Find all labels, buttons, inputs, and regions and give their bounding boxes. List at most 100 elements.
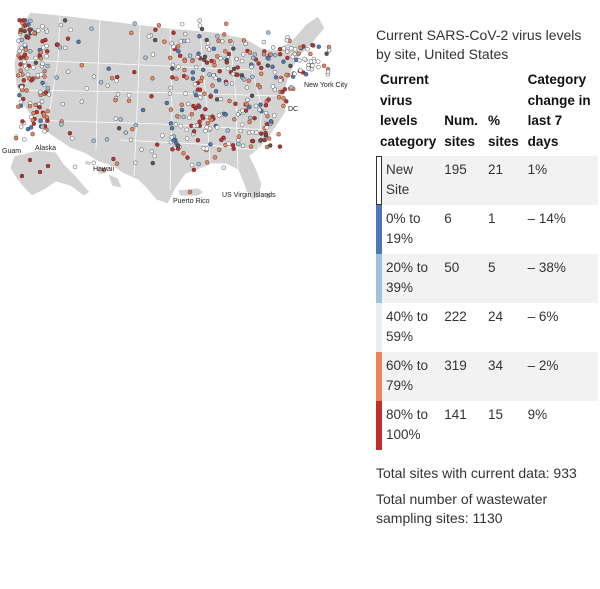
site-marker [19, 173, 25, 179]
site-marker [91, 160, 97, 166]
site-marker [207, 72, 212, 77]
site-marker [249, 64, 254, 70]
site-marker [276, 132, 281, 137]
site-marker [33, 102, 38, 108]
site-marker [30, 131, 35, 137]
site-marker [115, 92, 121, 97]
site-marker [167, 55, 173, 61]
site-marker [239, 122, 245, 127]
site-marker [327, 48, 332, 53]
site-marker [23, 23, 28, 28]
site-marker [170, 75, 175, 80]
site-marker [169, 41, 174, 46]
site-marker [139, 147, 144, 152]
site-marker [41, 111, 47, 117]
alaska-shape [9, 149, 91, 197]
site-marker [175, 113, 180, 119]
site-marker [65, 36, 71, 41]
site-marker [17, 92, 22, 98]
site-marker [229, 81, 235, 86]
hawaii-shape [83, 159, 123, 189]
site-marker [132, 21, 137, 26]
site-marker [98, 80, 104, 85]
legend-num-sites: 195 [440, 156, 484, 205]
site-marker [191, 167, 197, 173]
site-marker [280, 89, 285, 95]
site-marker [215, 34, 220, 39]
site-marker [277, 144, 283, 149]
site-marker [233, 101, 238, 107]
site-marker [259, 71, 264, 77]
header-pct-sites: % sites [487, 113, 519, 149]
legend-change: – 2% [523, 352, 598, 401]
header-category-change: Category change in last 7 days [527, 72, 591, 149]
site-marker [19, 45, 24, 51]
site-marker [235, 138, 241, 143]
site-marker [169, 126, 175, 131]
site-marker [58, 22, 64, 28]
site-marker [24, 88, 29, 93]
legend-category: 0% to 19% [376, 205, 440, 254]
site-marker [271, 45, 276, 50]
site-marker [31, 110, 36, 116]
site-marker [30, 117, 35, 123]
site-marker [311, 43, 316, 48]
site-marker [258, 102, 263, 107]
site-marker [67, 130, 73, 136]
site-marker [265, 63, 270, 68]
site-marker [179, 102, 185, 108]
legend-color-swatch [376, 205, 382, 254]
site-marker [179, 107, 185, 113]
site-marker [38, 118, 43, 123]
legend-category-label: 0% to 19% [386, 211, 421, 246]
site-marker [247, 115, 253, 121]
site-marker [150, 76, 155, 81]
legend-row: 40% to 59% 222 24 – 6% [376, 303, 598, 352]
site-marker [230, 143, 236, 148]
site-marker [168, 85, 173, 91]
site-marker [175, 44, 181, 49]
site-marker [28, 125, 34, 130]
site-marker [18, 99, 24, 105]
site-marker [241, 77, 247, 82]
site-marker [60, 101, 65, 107]
legend-panel: Current SARS-CoV-2 virus levels by site,… [376, 26, 598, 535]
site-marker [45, 118, 50, 123]
state-borders [15, 15, 281, 191]
site-marker [36, 28, 41, 33]
site-marker [250, 74, 255, 80]
site-marker [128, 137, 134, 143]
total-sampling-sites: Total number of wastewater sampling site… [376, 491, 548, 526]
site-marker [236, 141, 241, 147]
site-marker [190, 70, 196, 75]
legend-pct-sites: 5 [483, 254, 524, 303]
site-marker [204, 60, 210, 65]
site-marker [236, 134, 242, 139]
site-marker [216, 77, 222, 83]
legend-color-swatch [376, 303, 382, 352]
site-marker [267, 136, 272, 141]
map-label-guam: Guam [2, 148, 21, 155]
site-marker [219, 137, 224, 143]
site-marker [25, 72, 31, 77]
site-marker [308, 59, 314, 64]
site-marker [28, 18, 33, 24]
site-marker [252, 115, 257, 121]
site-marker [209, 117, 214, 123]
site-marker [292, 47, 298, 52]
site-marker [266, 97, 271, 102]
site-marker [198, 95, 203, 100]
legend-num-sites: 319 [440, 352, 484, 401]
us-map[interactable]: Guam Alaska Hawaii Puerto Rico US Virgin… [0, 0, 350, 230]
site-marker [171, 30, 176, 35]
site-marker [22, 28, 27, 34]
site-marker [33, 60, 39, 65]
site-marker [185, 38, 191, 43]
legend-row: 60% to 79% 319 34– 2% [376, 352, 598, 401]
site-marker [21, 78, 26, 83]
site-marker [27, 157, 33, 163]
site-marker [89, 26, 94, 31]
legend-row: 20% to 39% 50 5– 38% [376, 254, 598, 303]
site-marker [27, 103, 33, 109]
site-marker [26, 35, 31, 40]
